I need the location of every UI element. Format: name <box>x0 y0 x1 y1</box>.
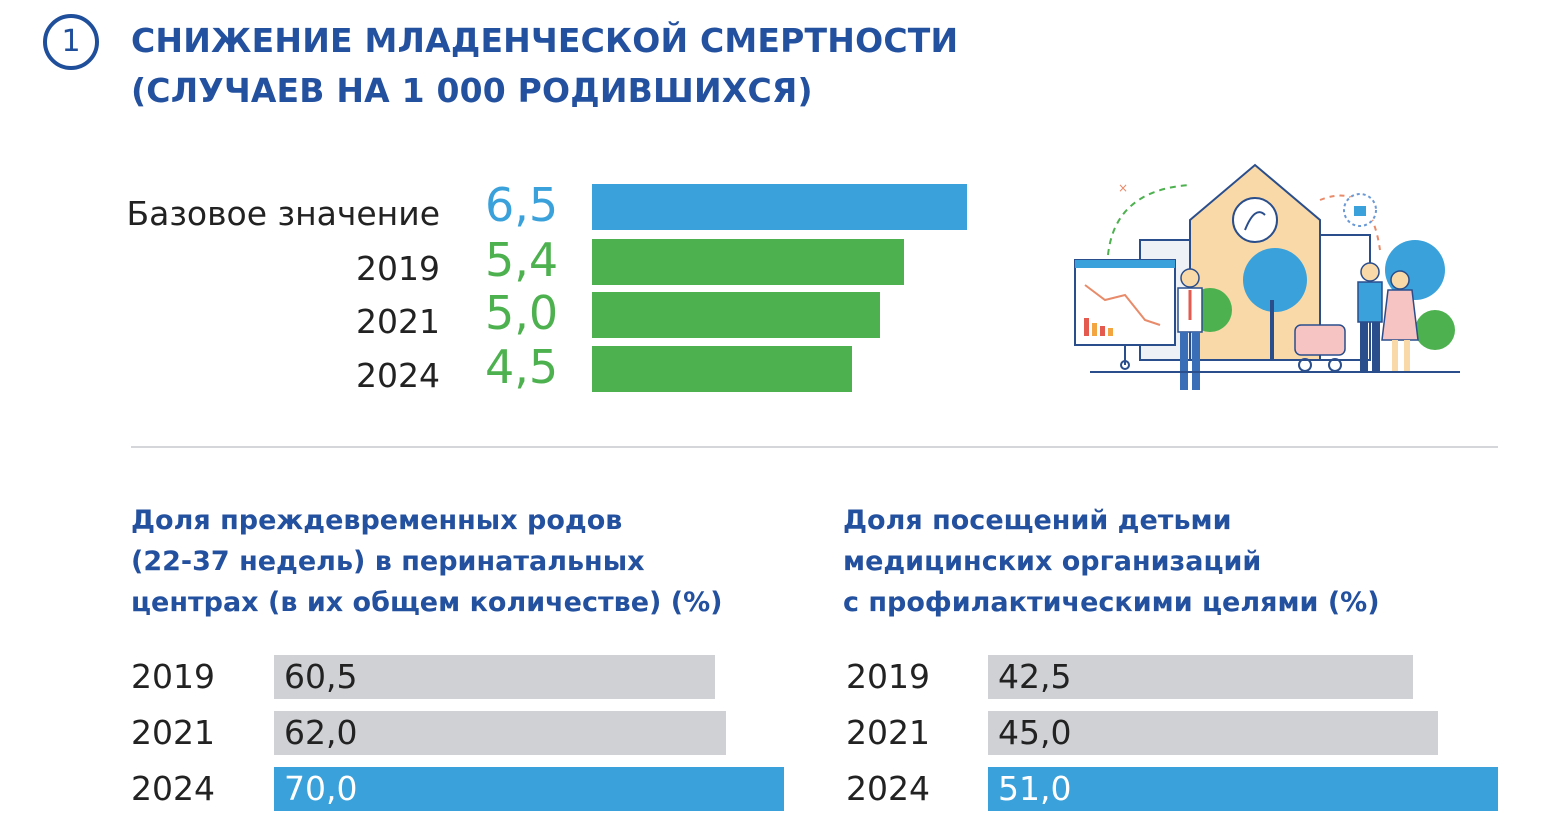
sub-bar: 51,0 <box>988 767 1498 811</box>
sub-chart-title: Доля посещений детьми медицинских организ… <box>843 500 1380 623</box>
main-row-value: 4,5 <box>485 340 559 394</box>
sub-bar-value: 62,0 <box>284 713 358 752</box>
main-row-label: 2024 <box>356 356 440 395</box>
sub-bar-value: 70,0 <box>284 769 358 808</box>
sub-chart-title-line: центрах (в их общем количестве) (%) <box>131 587 723 618</box>
sub-bar-value: 60,5 <box>284 657 358 696</box>
sub-chart-title-line: с профилактическими целями (%) <box>843 587 1380 618</box>
sub-chart-title-line: Доля преждевременных родов <box>131 505 623 536</box>
main-row-label: 2019 <box>356 249 440 288</box>
main-row-value: 6,5 <box>485 178 559 232</box>
section-divider <box>131 446 1498 448</box>
sub-bar-value: 51,0 <box>998 769 1072 808</box>
svg-text:×: × <box>1118 181 1128 195</box>
main-bar <box>592 184 967 230</box>
sub-year-label: 2021 <box>131 713 215 752</box>
sub-bar: 60,5 <box>274 655 715 699</box>
sub-chart-title-line: медицинских организаций <box>843 546 1262 577</box>
main-row-label: Базовое значение <box>126 194 441 233</box>
sub-chart-title: Доля преждевременных родов (22-37 недель)… <box>131 500 723 623</box>
main-bar <box>592 239 904 285</box>
family-house-illustration: × <box>1074 163 1460 390</box>
sub-bar: 62,0 <box>274 711 726 755</box>
main-bar <box>592 346 852 392</box>
sub-bar: 42,5 <box>988 655 1413 699</box>
sub-chart-title-line: (22-37 недель) в перинатальных <box>131 546 645 577</box>
main-row-label: 2021 <box>356 302 440 341</box>
main-row-value: 5,0 <box>485 286 559 340</box>
title-line-1: СНИЖЕНИЕ МЛАДЕНЧЕСКОЙ СМЕРТНОСТИ <box>131 21 959 60</box>
title-line-2: (СЛУЧАЕВ НА 1 000 РОДИВШИХСЯ) <box>131 71 813 110</box>
main-row-value: 5,4 <box>485 233 559 287</box>
section-number-badge: 1 <box>43 14 99 70</box>
sub-bar: 45,0 <box>988 711 1438 755</box>
sub-bar-value: 42,5 <box>998 657 1072 696</box>
sub-year-label: 2019 <box>131 657 215 696</box>
main-bar <box>592 292 881 338</box>
sub-year-label: 2021 <box>846 713 930 752</box>
sub-bar-value: 45,0 <box>998 713 1072 752</box>
sub-year-label: 2024 <box>131 769 215 808</box>
sub-year-label: 2024 <box>846 769 930 808</box>
page-title: СНИЖЕНИЕ МЛАДЕНЧЕСКОЙ СМЕРТНОСТИ (СЛУЧАЕ… <box>131 16 958 116</box>
sub-year-label: 2019 <box>846 657 930 696</box>
sub-bar: 70,0 <box>274 767 784 811</box>
sub-chart-title-line: Доля посещений детьми <box>843 505 1232 536</box>
